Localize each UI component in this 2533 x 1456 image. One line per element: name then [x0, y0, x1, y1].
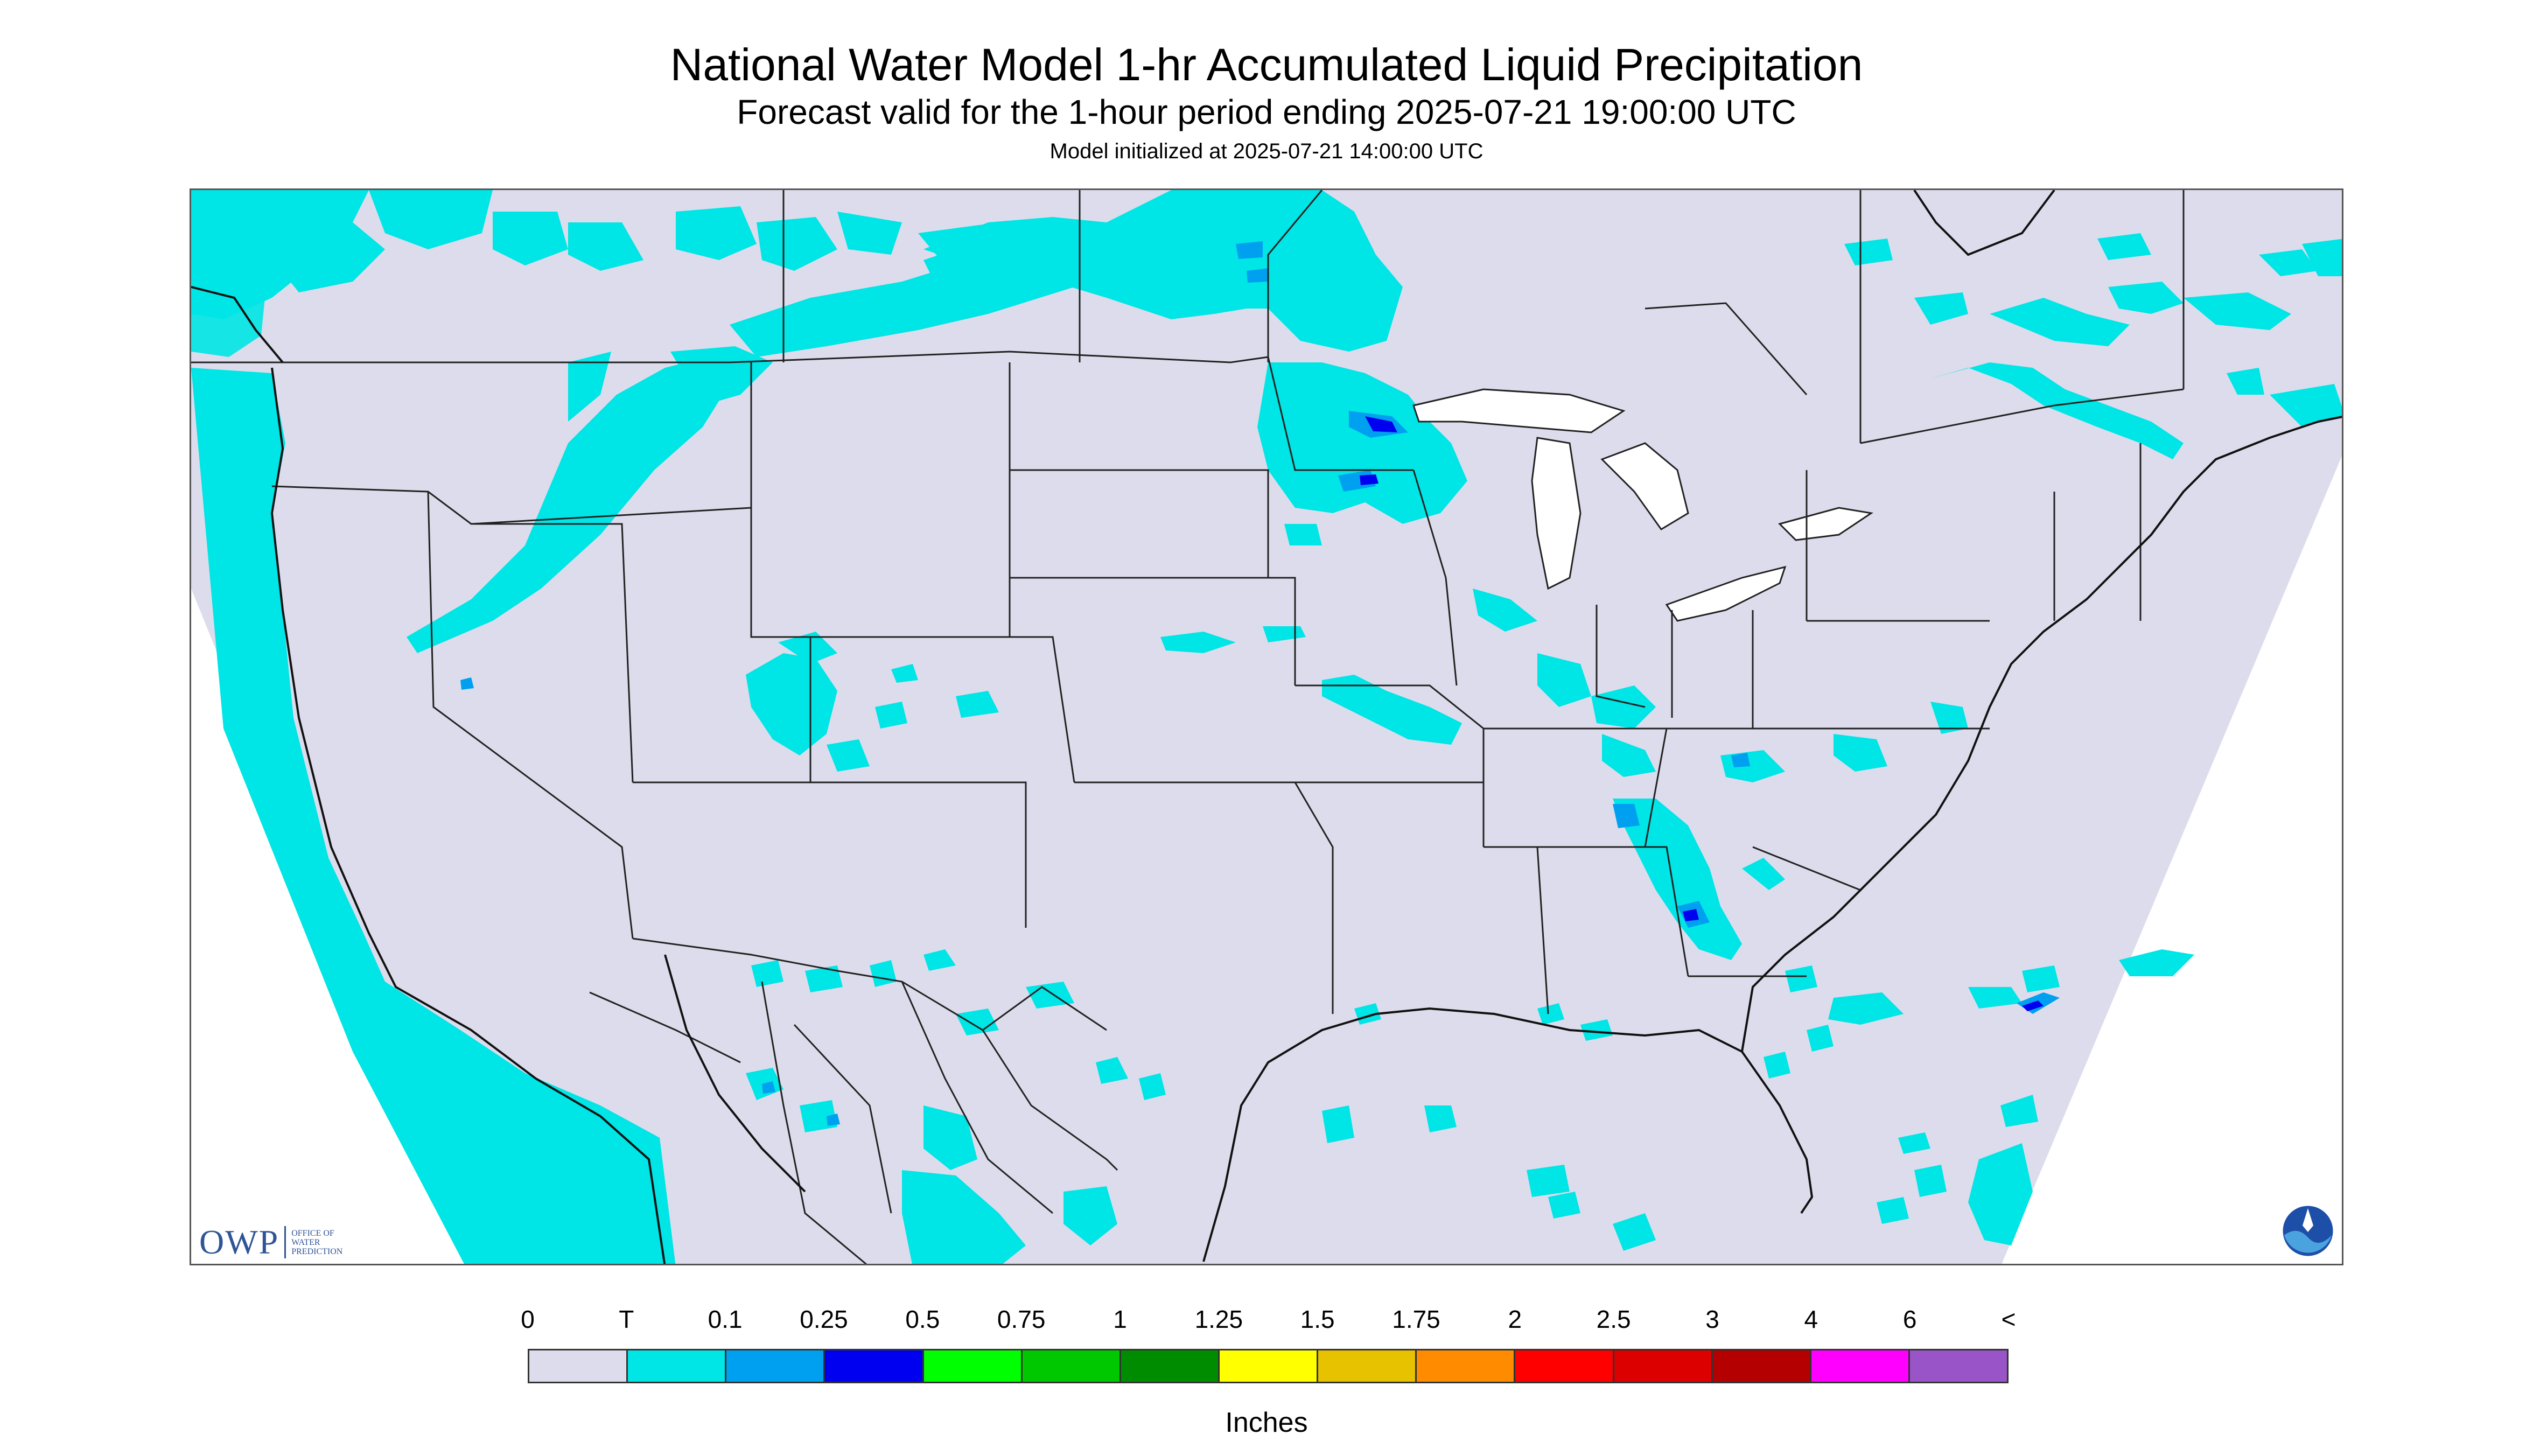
legend-swatch-9 [1417, 1350, 1516, 1382]
legend-swatch-13 [1811, 1350, 1910, 1382]
legend-label-7: 1.25 [1194, 1305, 1243, 1333]
model-init-subtitle: Model initialized at 2025-07-21 14:00:00… [1049, 139, 1484, 163]
legend-swatch-2 [726, 1350, 825, 1382]
great-lakes [1412, 388, 1873, 622]
coastlines [191, 190, 2342, 1264]
owp-logo: OWP OFFICE OF WATER PREDICTION [199, 1222, 361, 1262]
legend-units: Inches [1225, 1407, 1308, 1438]
boundary-lines [191, 190, 2185, 1264]
legend-label-14: 6 [1902, 1305, 1917, 1333]
legend-swatch-5 [1022, 1350, 1121, 1382]
legend-swatch-14 [1909, 1350, 2007, 1382]
map-canvas [191, 190, 2342, 1264]
noaa-logo [2281, 1204, 2335, 1258]
legend-label-2: 0.1 [708, 1305, 743, 1333]
precip-0-25-areas [1360, 416, 2044, 1011]
precipitation-map[interactable] [190, 188, 2343, 1265]
owp-logo-text: OWP [199, 1223, 279, 1261]
legend-swatch-11 [1614, 1350, 1713, 1382]
legend-label-10: 2 [1508, 1305, 1522, 1333]
legend-swatch-0 [529, 1350, 628, 1382]
legend-label-5: 0.75 [997, 1305, 1046, 1333]
legend-swatch-3 [825, 1350, 924, 1382]
legend-label-0: 0 [521, 1305, 535, 1333]
legend-label-6: 1 [1113, 1305, 1127, 1333]
legend-swatch-10 [1515, 1350, 1614, 1382]
forecast-valid-subtitle: Forecast valid for the 1-hour period end… [737, 93, 1796, 131]
legend-label-3: 0.25 [800, 1305, 848, 1333]
legend-label-12: 3 [1705, 1305, 1719, 1333]
owp-logo-subtext: OFFICE OF WATER PREDICTION [291, 1228, 343, 1256]
legend-label-13: 4 [1804, 1305, 1818, 1333]
map-title: National Water Model 1-hr Accumulated Li… [670, 39, 1863, 90]
legend-label-4: 0.5 [905, 1305, 940, 1333]
legend-label-11: 2.5 [1596, 1305, 1631, 1333]
legend-label-15: < [2001, 1305, 2016, 1333]
color-legend [528, 1349, 2009, 1383]
legend-swatch-8 [1318, 1350, 1417, 1382]
legend-swatch-7 [1219, 1350, 1319, 1382]
legend-labels: 0 T 0.1 0.25 0.5 0.75 1 1.25 1.5 1.75 2 2.5 3 4 6 < [521, 1303, 2016, 1335]
legend-swatch-6 [1121, 1350, 1220, 1382]
legend-swatch-4 [923, 1350, 1023, 1382]
legend-label-9: 1.75 [1392, 1305, 1440, 1333]
legend-swatch-1 [628, 1350, 727, 1382]
legend-label-8: 1.5 [1300, 1305, 1335, 1333]
owp-logo-divider [284, 1226, 286, 1258]
legend-label-1: T [619, 1305, 634, 1333]
precip-trace-areas [191, 190, 2342, 1264]
legend-swatch-12 [1712, 1350, 1811, 1382]
noaa-logo-icon [2281, 1204, 2335, 1258]
